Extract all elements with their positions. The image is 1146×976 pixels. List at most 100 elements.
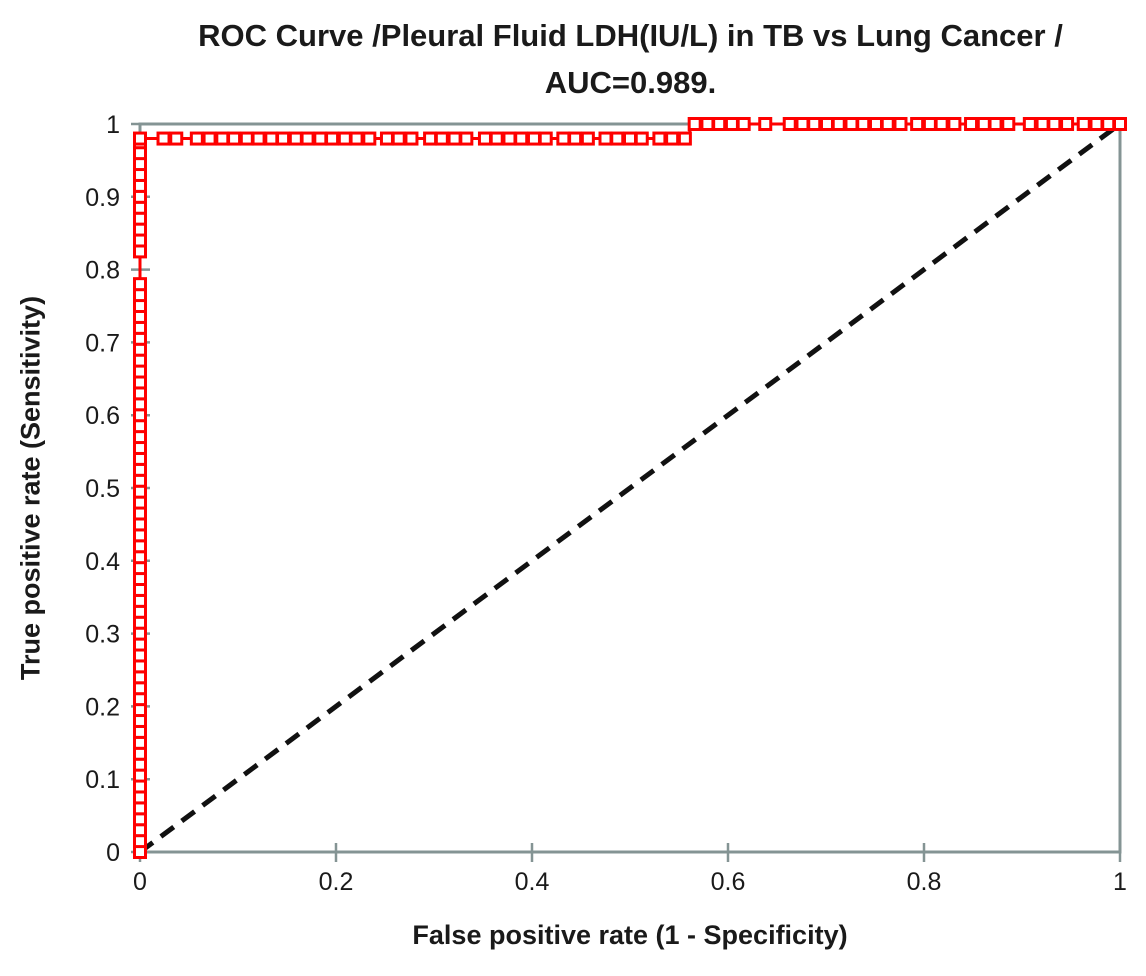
roc-data-point	[133, 167, 147, 182]
roc-data-point	[133, 495, 147, 510]
x-tick-label: 0.6	[711, 868, 746, 896]
roc-data-point	[459, 131, 474, 146]
roc-data-point	[831, 117, 846, 131]
roc-data-point	[1101, 117, 1116, 131]
roc-data-point	[133, 386, 147, 401]
roc-data-point	[133, 692, 147, 707]
roc-data-point	[133, 419, 147, 434]
roc-data-point	[868, 117, 883, 131]
roc-data-point	[700, 117, 715, 131]
roc-data-point	[477, 131, 492, 146]
x-tick-label: 0.2	[319, 868, 354, 896]
roc-data-point	[910, 117, 925, 131]
roc-data-point	[133, 506, 147, 521]
y-tick-label: 0	[106, 839, 120, 867]
roc-data-point	[514, 131, 529, 146]
roc-data-point	[133, 746, 147, 761]
roc-data-point	[893, 117, 908, 131]
roc-data-point	[133, 659, 147, 674]
roc-data-point	[133, 561, 147, 576]
roc-data-point	[133, 779, 147, 794]
roc-data-point	[133, 539, 147, 554]
roc-data-point	[133, 440, 147, 455]
roc-data-point	[133, 157, 147, 172]
roc-data-point	[133, 451, 147, 466]
roc-data-point	[580, 131, 595, 146]
roc-data-point	[133, 288, 147, 303]
roc-data-point	[538, 131, 553, 146]
roc-data-point	[782, 117, 797, 131]
roc-data-point	[404, 131, 419, 146]
roc-data-point	[1022, 117, 1037, 131]
roc-data-point	[807, 117, 822, 131]
roc-data-point	[202, 131, 217, 146]
roc-data-point	[133, 626, 147, 641]
roc-data-point	[665, 131, 680, 146]
roc-data-point	[598, 131, 613, 146]
roc-data-point	[133, 834, 147, 849]
roc-data-point	[133, 484, 147, 499]
roc-data-point	[133, 342, 147, 357]
roc-data-point	[133, 550, 147, 565]
roc-data-point	[133, 131, 147, 146]
roc-data-point	[133, 604, 147, 619]
roc-data-point	[215, 131, 230, 146]
roc-data-point	[133, 572, 147, 586]
roc-data-point	[623, 131, 637, 146]
roc-data-point	[133, 277, 147, 292]
roc-data-point	[133, 331, 147, 346]
roc-data-point	[758, 117, 773, 131]
roc-data-point	[526, 131, 541, 146]
roc-data-point	[300, 131, 315, 146]
roc-data-point	[1047, 117, 1062, 131]
roc-data-point	[724, 117, 739, 131]
chance-diagonal-line	[138, 121, 1122, 855]
roc-data-point	[133, 517, 147, 532]
roc-data-point	[423, 131, 438, 146]
roc-data-point	[133, 462, 147, 477]
roc-data-point	[288, 131, 303, 146]
roc-data-point	[712, 117, 727, 131]
roc-data-point	[736, 117, 751, 131]
roc-data-point	[947, 117, 962, 131]
roc-data-point	[133, 178, 147, 193]
roc-data-point	[634, 131, 649, 146]
roc-data-point	[133, 244, 147, 259]
roc-data-point	[133, 430, 147, 445]
roc-data-point	[934, 117, 949, 131]
roc-curve	[133, 117, 1127, 859]
roc-data-point	[844, 117, 859, 131]
chart-title-line2: AUC=0.989.	[544, 65, 717, 100]
roc-data-point	[362, 131, 377, 146]
roc-data-point	[964, 117, 979, 131]
roc-data-point	[133, 845, 147, 859]
x-tick-label: 0.8	[907, 868, 942, 896]
roc-data-point	[556, 131, 571, 146]
y-tick-label: 0.7	[85, 329, 120, 357]
roc-data-point	[133, 397, 147, 412]
roc-data-point	[1089, 117, 1104, 131]
roc-data-point	[133, 364, 147, 379]
roc-data-point	[133, 812, 147, 827]
roc-data-point	[687, 117, 702, 131]
y-tick-label: 0.6	[85, 402, 120, 430]
roc-data-point	[133, 801, 147, 816]
roc-data-point	[133, 648, 147, 663]
roc-data-point	[133, 200, 147, 215]
roc-data-point	[447, 131, 462, 146]
roc-data-point	[313, 131, 328, 146]
y-tick-label: 0.3	[85, 621, 120, 649]
roc-data-point	[349, 131, 364, 146]
roc-data-point	[251, 131, 266, 146]
roc-data-point	[156, 131, 171, 146]
roc-data-point	[133, 681, 147, 696]
y-tick-label: 0.4	[85, 548, 120, 576]
roc-data-point	[434, 131, 449, 146]
roc-data-point	[133, 233, 147, 248]
roc-data-point	[239, 131, 254, 146]
roc-data-point	[133, 309, 147, 324]
roc-data-point	[276, 131, 291, 146]
roc-data-point	[795, 117, 810, 131]
roc-data-point	[379, 131, 394, 146]
